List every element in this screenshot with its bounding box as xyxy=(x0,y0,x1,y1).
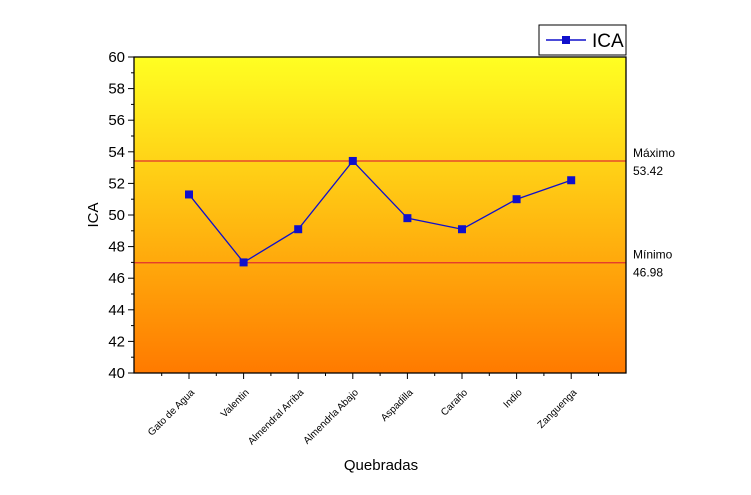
y-axis-title: ICA xyxy=(85,202,102,227)
data-point xyxy=(239,258,248,267)
x-tick-label: Zanguenga xyxy=(536,387,580,431)
data-point xyxy=(458,225,466,234)
x-axis-title: Quebradas xyxy=(344,457,418,474)
y-tick-label: 56 xyxy=(108,112,125,129)
data-point xyxy=(185,190,193,199)
reference-line-value: 46.98 xyxy=(633,266,663,280)
data-point xyxy=(512,195,521,204)
y-tick-label: 46 xyxy=(108,270,125,287)
y-tick-label: 58 xyxy=(108,81,125,98)
x-tick-label: Aspadilla xyxy=(379,387,416,424)
legend: ICA xyxy=(538,24,627,56)
y-tick-label: 44 xyxy=(108,302,125,319)
x-tick-label: Almendral Arriba xyxy=(246,387,306,447)
data-point xyxy=(567,176,576,185)
legend-marker-icon xyxy=(562,36,570,44)
x-tick-label: Indio xyxy=(502,387,525,410)
y-tick-label: 60 xyxy=(108,49,125,66)
plot-background xyxy=(134,57,626,373)
y-tick-label: 54 xyxy=(108,144,125,161)
y-tick-label: 50 xyxy=(108,207,125,224)
data-point xyxy=(294,225,303,234)
data-point xyxy=(348,156,357,165)
y-tick-label: 52 xyxy=(108,175,125,192)
legend-label: ICA xyxy=(592,31,624,52)
y-tick-label: 40 xyxy=(108,365,125,382)
data-point xyxy=(403,214,412,223)
series-line xyxy=(188,159,572,264)
x-tick-label: Almendrla Abajo xyxy=(302,387,362,447)
x-tick-label: Gato de Agua xyxy=(146,387,197,438)
x-tick-label: Caraño xyxy=(439,387,470,418)
reference-line-value: 53.42 xyxy=(633,164,663,178)
y-tick-label: 42 xyxy=(108,333,125,350)
reference-line-name: Mínimo xyxy=(633,248,673,262)
reference-line-name: Máximo xyxy=(633,146,675,160)
x-tick-label: Valentin xyxy=(219,387,252,420)
y-tick-label: 48 xyxy=(108,239,125,256)
